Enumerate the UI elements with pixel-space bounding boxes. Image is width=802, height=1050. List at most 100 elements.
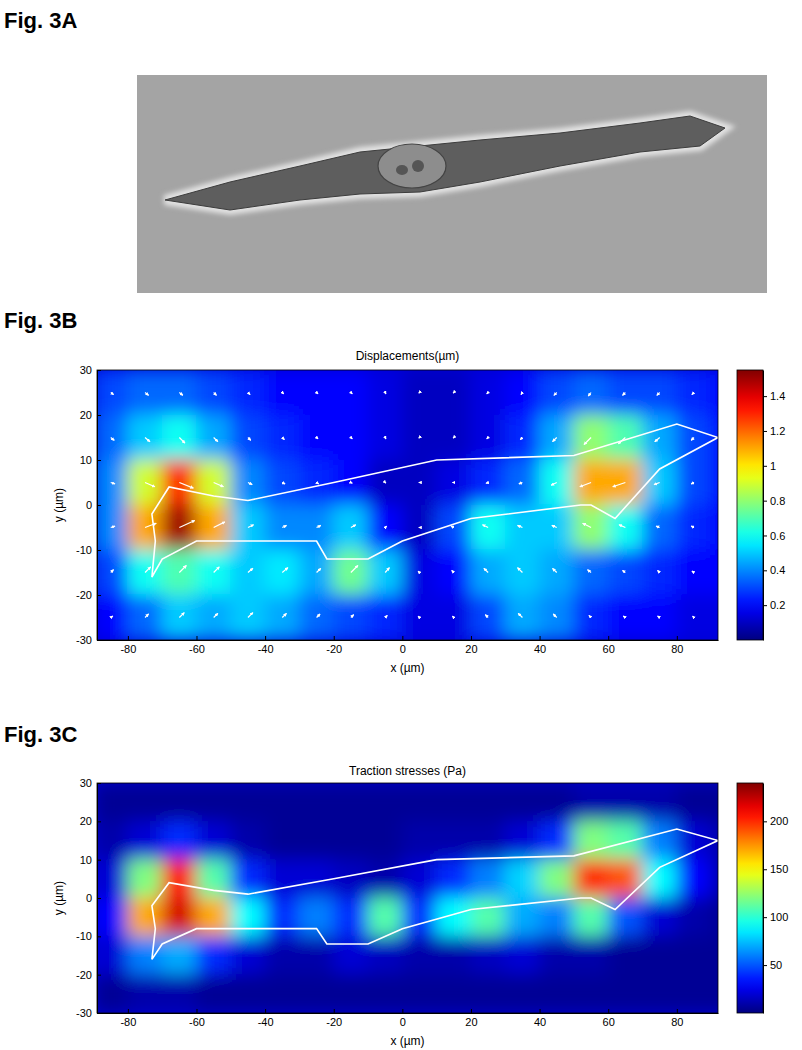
tick: 10 [80, 454, 101, 466]
x-axis-title: x (µm) [390, 1034, 424, 1048]
heat-cell [676, 460, 711, 506]
tick-label: 1 [770, 460, 776, 472]
tick-label: 150 [770, 863, 788, 875]
heat-cell [230, 415, 265, 461]
figure-label: Fig. 3C [4, 722, 77, 747]
tick: 60 [603, 636, 615, 655]
arrow [145, 567, 151, 573]
tick-label: -40 [258, 1016, 274, 1028]
arrow [613, 483, 626, 487]
heat-cell [127, 415, 162, 461]
arrow [623, 393, 626, 396]
tick: 20 [465, 1009, 477, 1028]
heat-cell [333, 936, 368, 975]
tick-mark [97, 898, 101, 899]
heat-cell [642, 936, 677, 975]
tick-label: 30 [80, 364, 92, 376]
tick: 30 [80, 364, 101, 376]
heat-cell [573, 550, 608, 596]
arrow [452, 482, 453, 483]
axis: 0.20.40.60.811.21.4 [763, 371, 785, 641]
arrow [554, 393, 557, 396]
tick-label: 1.2 [770, 425, 785, 437]
tick: 150 [763, 863, 788, 875]
heat-cell [97, 821, 128, 860]
arrow [282, 438, 284, 440]
arrow [214, 393, 217, 396]
arrow [111, 570, 114, 573]
tick-label: -30 [76, 634, 92, 646]
heat-cell [608, 370, 643, 416]
arrow [487, 393, 488, 394]
heat-cell [368, 370, 403, 416]
arrow [282, 483, 285, 484]
heat-cell [402, 898, 437, 937]
tick-mark [334, 1009, 335, 1013]
heat-cell [711, 859, 718, 898]
heat-cell [333, 550, 368, 596]
plot-frame [97, 783, 718, 1013]
heat-cell [642, 821, 677, 860]
tick: 1.2 [763, 425, 785, 437]
arrow [111, 393, 114, 395]
arrow [145, 483, 155, 487]
tick-mark [763, 535, 767, 536]
tick: 0 [400, 636, 406, 655]
arrow [179, 613, 184, 618]
heat-cell [539, 783, 574, 822]
heat-cell [299, 415, 334, 461]
heat-cell [676, 415, 711, 461]
tick-mark [97, 936, 101, 937]
tick: 20 [80, 409, 101, 421]
tick-label: 100 [770, 911, 788, 923]
tick-label: -20 [326, 643, 342, 655]
axis: 50100150200 [763, 784, 788, 1014]
heat-cell [470, 370, 505, 416]
heat-cell [642, 415, 677, 461]
tick-mark [540, 636, 541, 640]
tick-mark [763, 396, 767, 397]
heat-cell [436, 859, 471, 898]
heat-cell [97, 936, 128, 975]
tick: 40 [534, 1009, 546, 1028]
tick-mark [265, 636, 266, 640]
arrow [658, 616, 660, 617]
heat-cell [97, 370, 128, 416]
nucleus [378, 144, 446, 188]
heat-cell [642, 974, 677, 1013]
tick-label: 20 [465, 1016, 477, 1028]
tick-label: 80 [671, 1016, 683, 1028]
heat-cell [676, 783, 711, 822]
arrow [111, 483, 115, 484]
heat-cell [333, 783, 368, 822]
heat-cell [608, 783, 643, 822]
arrow [351, 438, 352, 439]
heat-cell [127, 550, 162, 596]
heat-cell [642, 370, 677, 416]
arrow [214, 522, 225, 528]
arrow [691, 483, 694, 484]
heat-cell [196, 859, 231, 898]
heat-cell [642, 898, 677, 937]
axis: -30-20-100102030 [76, 777, 101, 1019]
heat-cell [642, 595, 677, 641]
tick-mark [265, 1009, 266, 1013]
tick-mark [763, 431, 767, 432]
heat-cell [127, 821, 162, 860]
tick-mark [196, 1009, 197, 1013]
arrow [583, 523, 591, 527]
heat-cell [573, 595, 608, 641]
tick: 20 [80, 815, 101, 827]
arrow [179, 483, 193, 489]
tick-mark [97, 460, 101, 461]
arrow [483, 525, 489, 528]
arrow [317, 393, 318, 394]
heat-cell [676, 974, 711, 1013]
arrow [453, 437, 455, 439]
arrow [518, 568, 523, 573]
heat-cell [299, 505, 334, 551]
tick: 1 [763, 460, 776, 472]
arrow [248, 438, 251, 441]
tick-label: 60 [603, 643, 615, 655]
arrow [248, 613, 253, 618]
